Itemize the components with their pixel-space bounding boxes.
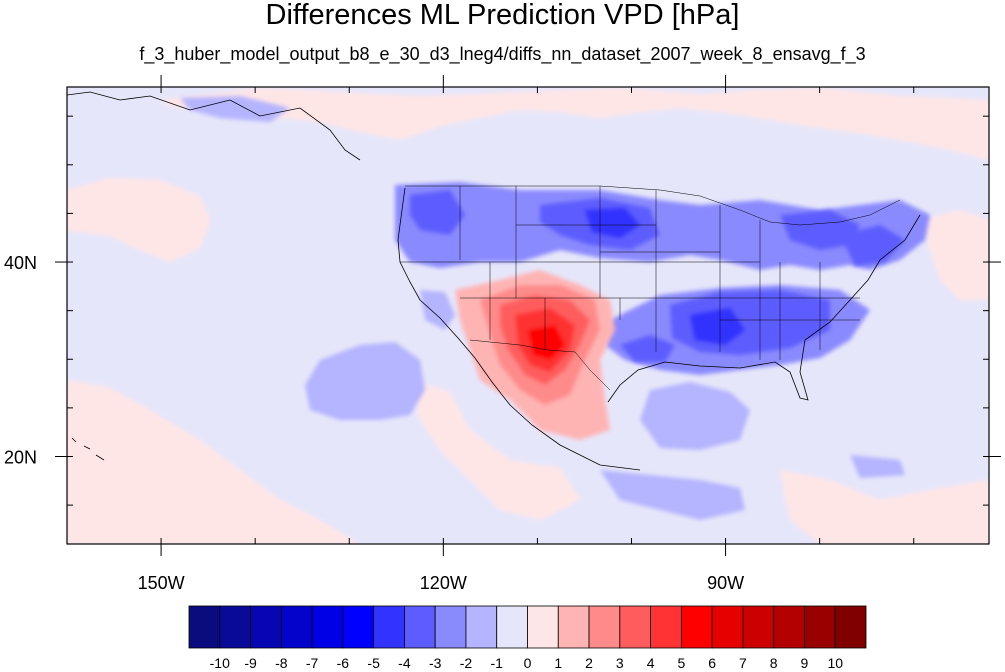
map-frame [66, 86, 990, 545]
colorbar-label: -4 [398, 655, 411, 671]
colorbar-label: 9 [801, 655, 809, 671]
lon-tick-label: 90W [707, 573, 744, 593]
anomaly-pink-atlantic [920, 210, 989, 300]
colorbar-swatch [804, 605, 836, 649]
alaska-coast [67, 91, 361, 161]
state-boundaries [400, 185, 901, 391]
colorbar-label: -1 [491, 655, 504, 671]
colorbar-label: 7 [739, 655, 747, 671]
anomaly-blue-far-south [850, 455, 905, 478]
anomaly-core-red-arizona [528, 325, 565, 360]
anomaly-core-blue-plains [585, 208, 640, 238]
map-subtitle: f_3_huber_model_output_b8_e_30_d3_lneg4/… [139, 44, 866, 64]
colorbar-swatch [588, 605, 621, 649]
lat-tick-label: 20N [4, 447, 37, 467]
colorbar-swatch [680, 605, 713, 649]
anomaly-strong-blue-idaho [410, 190, 465, 235]
anomaly-strong-blue-great-lakes [780, 210, 860, 250]
colorbar-swatch [742, 605, 775, 649]
colorbar-swatch [465, 605, 498, 649]
anomaly-pink-west-pacific [67, 178, 210, 262]
colorbar-swatch [711, 605, 744, 649]
colorbar-labels: -10 -9 -8 -7 -6 -5 -4 -3 -2 -1 0 1 2 3 4 5 6 7 8 9 10 [210, 655, 844, 671]
colorbar-label: -10 [210, 655, 230, 671]
axis-labels: 150W 120W 90W 40N 20N [4, 253, 744, 593]
axis-ticks [55, 75, 1001, 556]
colorbar-swatch [834, 605, 867, 649]
colorbar-swatch [311, 605, 344, 649]
colorbar-swatch [250, 605, 282, 649]
lat-tick-label: 40N [4, 253, 37, 273]
coastlines [67, 91, 921, 471]
map-field [67, 87, 989, 544]
colorbar-label: 8 [770, 655, 778, 671]
colorbar-swatch [434, 605, 467, 649]
colorbar-swatch [557, 605, 590, 649]
colorbar-label: 5 [677, 655, 685, 671]
colorbar-label: 3 [616, 655, 624, 671]
colorbar-label: 10 [827, 655, 843, 671]
colorbar-label: -7 [306, 655, 319, 671]
hawaii [71, 437, 105, 461]
anomaly-pink-caribbean [780, 470, 989, 544]
lon-tick-label: 150W [138, 573, 185, 593]
colorbar-swatch [496, 605, 528, 649]
colorbar-label: -6 [337, 655, 350, 671]
colorbar-label: -3 [429, 655, 442, 671]
anomaly-strong-blue-northeast [840, 225, 905, 266]
state-lines [400, 186, 860, 360]
colorbar-swatch [527, 605, 559, 649]
canada-border [405, 185, 901, 226]
anomaly-core-blue-arkansas [690, 308, 745, 345]
anomaly-blue-gulf [640, 382, 750, 450]
colorbar-label: 6 [708, 655, 716, 671]
anomaly-blue-northern-us [395, 182, 930, 270]
colorbar-label: 4 [647, 655, 655, 671]
colorbar-swatch [342, 605, 375, 649]
colorbar [188, 605, 867, 649]
colorbar-swatch [280, 605, 313, 649]
colorbar-swatch [650, 605, 682, 649]
anomaly-pink-southwest [67, 380, 360, 544]
map-title: Differences ML Prediction VPD [hPa] [265, 0, 740, 31]
colorbar-swatch [619, 605, 651, 649]
colorbar-swatch [373, 605, 405, 649]
anomaly-pink-north-pacific [160, 88, 989, 160]
colorbar-label: -8 [275, 655, 288, 671]
colorbar-swatch [219, 605, 251, 649]
colorbar-swatch [773, 605, 805, 649]
anomaly-pink-east-pacific [410, 380, 580, 520]
colorbar-label: 0 [524, 655, 532, 671]
colorbar-swatch [404, 605, 436, 649]
colorbar-label: 1 [554, 655, 562, 671]
anomaly-strong-blue-texas-coast [620, 335, 675, 362]
anomaly-blue-pacific [305, 342, 425, 420]
mexico-border [469, 339, 611, 391]
colorbar-label: -2 [460, 655, 473, 671]
colorbar-label: -9 [244, 655, 257, 671]
anomaly-blue-mexico-coast [600, 470, 745, 520]
lon-tick-label: 120W [420, 573, 467, 593]
colorbar-label: 2 [585, 655, 593, 671]
gulf-coast [607, 214, 921, 403]
colorbar-label: -5 [367, 655, 380, 671]
pacific-coast [397, 187, 641, 471]
anomaly-blue-west-coast [420, 290, 455, 330]
colorbar-swatch [188, 605, 221, 649]
